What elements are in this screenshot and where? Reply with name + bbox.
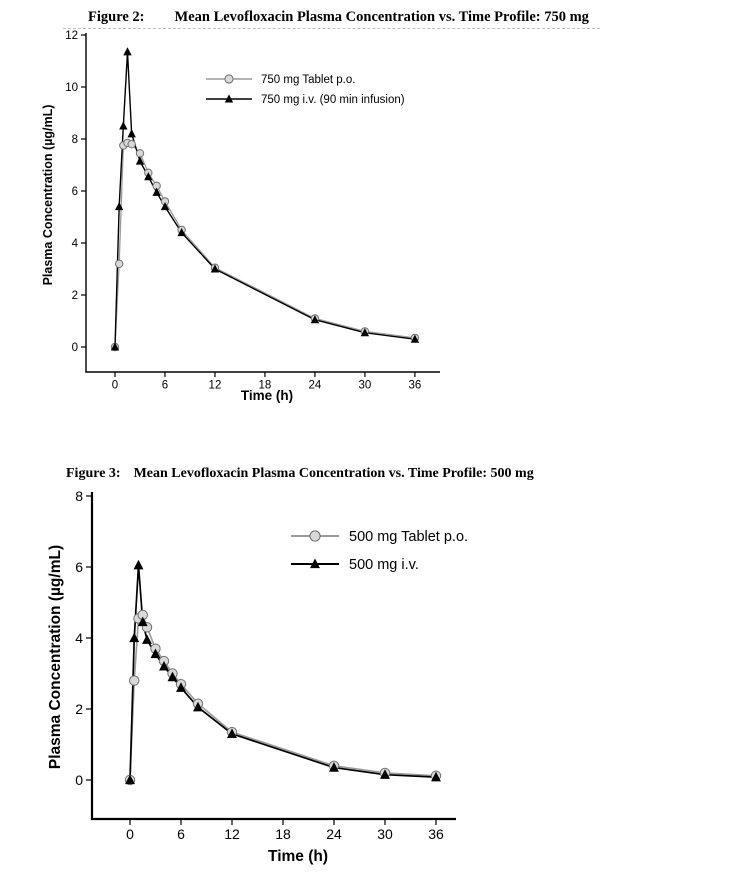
tablet-data-point-circle <box>127 140 136 149</box>
tablet-data-point-circle <box>114 259 124 268</box>
figure-2-title: Figure 2: Mean Levofloxacin Plasma Concen… <box>88 9 589 26</box>
iv-data-point-triangle <box>210 264 220 273</box>
iv-data-point-triangle <box>133 559 144 570</box>
legend-item: 750 mg i.v. (90 min infusion) <box>206 94 405 106</box>
legend-item: 500 mg Tablet p.o. <box>291 529 468 545</box>
iv-data-point-triangle <box>176 682 186 692</box>
iv-data-point-triangle <box>227 728 237 739</box>
iv-data-point-triangle <box>160 201 170 211</box>
iv-data-point-triangle <box>177 227 186 237</box>
figure-2-title-underline <box>63 28 600 29</box>
legend-triangle-icon <box>224 94 234 103</box>
iv-data-point-triangle <box>159 660 169 671</box>
iv-data-point-triangle <box>431 771 441 782</box>
y-tick-label: 2 <box>72 290 78 302</box>
iv-data-point-triangle <box>193 701 203 712</box>
series-line-circle <box>129 614 437 781</box>
y-tick-label: 8 <box>72 134 78 146</box>
iv-data-point-triangle <box>380 769 390 779</box>
iv-data-point-triangle <box>114 201 124 211</box>
iv-data-point-triangle <box>137 616 148 627</box>
legend-label: 500 mg Tablet p.o. <box>349 529 468 545</box>
iv-data-point-triangle <box>123 47 132 56</box>
legend-triangle-icon <box>310 558 320 569</box>
legend-label: 750 mg Tablet p.o. <box>261 74 355 86</box>
x-tick-label: 36 <box>408 380 421 392</box>
y-tick-label: 2 <box>75 701 83 717</box>
iv-data-point-triangle <box>410 334 420 343</box>
figure-2-label: Figure 2: <box>88 9 145 25</box>
figure-2-caption: Mean Levofloxacin Plasma Concentration v… <box>174 9 589 25</box>
legend-label: 750 mg i.v. (90 min infusion) <box>261 94 405 106</box>
legend-circle-icon <box>309 530 321 542</box>
figure-3-title: Figure 3: Mean Levofloxacin Plasma Concen… <box>66 466 534 482</box>
iv-data-point-triangle <box>110 342 120 351</box>
y-tick-label: 6 <box>72 186 78 198</box>
x-tick-label: 30 <box>377 826 393 842</box>
legend-item: 750 mg Tablet p.o. <box>206 74 355 86</box>
legend-item: 500 mg i.v. <box>291 557 419 573</box>
series-line-triangle <box>114 51 415 348</box>
y-tick-label: 0 <box>72 342 78 354</box>
iv-data-point-triangle <box>329 762 339 772</box>
x-tick-label: 0 <box>126 826 134 842</box>
x-tick-label: 12 <box>224 826 240 842</box>
y-tick-label: 8 <box>75 488 83 504</box>
figure-3-caption: Mean Levofloxacin Plasma Concentration v… <box>133 466 534 481</box>
iv-data-point-triangle <box>125 774 135 785</box>
y-axis-title: Plasma Concentration (µg/mL) <box>47 545 64 769</box>
legend-circle-icon <box>224 74 234 84</box>
y-tick-label: 4 <box>75 630 83 646</box>
x-tick-label: 24 <box>326 826 342 842</box>
figure-3-label: Figure 3: <box>66 466 121 481</box>
iv-data-point-triangle <box>310 315 320 324</box>
iv-data-point-triangle <box>150 648 161 659</box>
tablet-data-point-circle <box>135 149 145 158</box>
y-tick-label: 6 <box>75 559 83 575</box>
x-tick-label: 6 <box>177 826 185 842</box>
x-tick-label: 24 <box>309 380 322 392</box>
iv-data-point-triangle <box>142 634 152 644</box>
y-tick-label: 4 <box>72 238 79 250</box>
x-tick-label: 0 <box>112 380 118 392</box>
y-tick-label: 10 <box>65 82 78 94</box>
x-tick-label: 18 <box>275 826 291 842</box>
iv-data-point-triangle <box>152 187 161 196</box>
y-tick-label: 12 <box>65 30 78 42</box>
x-axis-title: Time (h) <box>268 848 328 865</box>
iv-data-point-triangle <box>127 129 136 138</box>
series-line-circle <box>114 142 415 348</box>
iv-data-point-triangle <box>144 172 153 181</box>
x-tick-label: 12 <box>209 380 222 392</box>
y-axis-title: Plasma Concentration (µg/mL) <box>41 105 55 286</box>
iv-data-point-triangle <box>135 156 145 165</box>
x-tick-label: 30 <box>359 380 372 392</box>
iv-data-point-triangle <box>119 121 128 130</box>
tablet-data-point-circle <box>129 675 140 686</box>
iv-data-point-triangle <box>129 632 140 643</box>
x-tick-label: 18 <box>259 380 272 392</box>
iv-data-point-triangle <box>360 328 370 337</box>
x-tick-label: 36 <box>428 826 444 842</box>
x-tick-label: 6 <box>162 380 168 392</box>
legend-label: 500 mg i.v. <box>349 557 419 573</box>
iv-data-point-triangle <box>167 671 178 682</box>
x-axis-title: Time (h) <box>241 388 293 403</box>
y-tick-label: 0 <box>75 772 83 788</box>
